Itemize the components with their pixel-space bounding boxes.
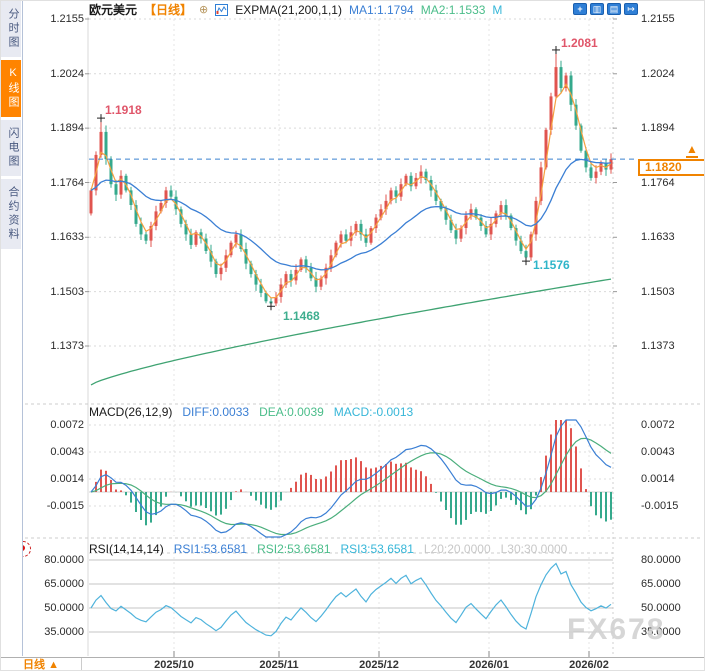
x-axis-date-label: 2025/12 xyxy=(359,659,399,671)
tab-kline-chart[interactable]: K线图 xyxy=(1,60,21,117)
price-label-right: 1.1503 xyxy=(641,285,675,298)
rsi2-value: RSI2:53.6581 xyxy=(257,542,331,556)
price-label-left: 1.2155 xyxy=(50,13,84,25)
price-label-right: 1.2024 xyxy=(641,67,675,80)
macd-label-left: 0.0043 xyxy=(50,446,84,458)
close-panel-icon[interactable] xyxy=(624,3,638,15)
ma1-value: MA1:1.1794 xyxy=(348,2,414,17)
x-axis-date-label: 2026/01 xyxy=(469,659,509,671)
rsi-label-right: 35.0000 xyxy=(641,626,681,638)
rsi-label-left: 80.0000 xyxy=(44,554,84,566)
x-axis-date-label: 2025/11 xyxy=(259,659,299,671)
macd-value: MACD:-0.0013 xyxy=(333,405,414,419)
macd-label-right: 0.0014 xyxy=(641,473,675,485)
scale-box-icon[interactable] xyxy=(590,3,604,15)
high-annotation-2: 1.2081 xyxy=(561,36,598,50)
chart-mode-sidebar: 分时图 K线图 闪电图 合约资料 xyxy=(1,1,23,656)
macd-label-right: 0.0072 xyxy=(641,419,675,431)
add-indicator-icon[interactable]: ⊕ xyxy=(199,4,209,16)
rsi-title: RSI(14,14,14) xyxy=(89,542,164,556)
ma2-value: MA2:1.1533 xyxy=(420,2,486,17)
fx678-watermark: FX678 xyxy=(567,613,666,646)
rsi1-value: RSI1:53.6581 xyxy=(173,542,248,556)
price-label-right: 1.1373 xyxy=(641,340,675,352)
rsi-l30-value: L30:30.0000 xyxy=(500,542,568,556)
macd-label-right: -0.0015 xyxy=(641,500,679,512)
macd-dea-value: DEA:0.0039 xyxy=(259,405,324,419)
rsi-label-left: 65.0000 xyxy=(44,578,84,590)
x-axis-date-label: 2025/10 xyxy=(154,659,194,671)
macd-header: MACD(26,12,9) DIFF:0.0033 DEA:0.0039 MAC… xyxy=(89,405,413,419)
tab-time-chart[interactable]: 分时图 xyxy=(1,1,21,57)
rsi-header: RSI(14,14,14) RSI1:53.6581 RSI2:53.6581 … xyxy=(89,542,567,556)
chart-toolbar xyxy=(573,3,638,15)
rsi-label-right: 80.0000 xyxy=(641,554,681,566)
period-selector[interactable]: 日线 ▲ xyxy=(1,658,82,670)
tab-lightning-chart[interactable]: 闪电图 xyxy=(1,120,21,176)
indicator-panel-icon[interactable] xyxy=(607,3,621,15)
chart-header: 欧元美元 【日线】 ⊕ EXPMA(21,200,1,1) MA1:1.1794… xyxy=(89,2,507,17)
ma3-value: M xyxy=(492,2,503,17)
x-axis-bar xyxy=(1,657,704,670)
indicator-chart-icon xyxy=(215,3,229,16)
price-label-left: 1.2024 xyxy=(50,67,84,80)
macd-diff-value: DIFF:0.0033 xyxy=(182,405,250,419)
macd-label-left: -0.0015 xyxy=(46,500,84,512)
price-marker-arrow-icon xyxy=(686,143,698,158)
rsi3-value: RSI3:53.6581 xyxy=(340,542,414,556)
rsi-label-right: 65.0000 xyxy=(641,578,681,590)
price-label-right: 1.2155 xyxy=(641,13,675,25)
tab-contract-info[interactable]: 合约资料 xyxy=(1,179,21,249)
pan-icon[interactable] xyxy=(573,3,587,15)
price-label-right: 1.1633 xyxy=(641,231,675,244)
price-label-left: 1.1633 xyxy=(50,231,84,244)
indicator-label: EXPMA(21,200,1,1) xyxy=(235,2,342,17)
symbol-name: 欧元美元 xyxy=(89,3,138,17)
macd-label-left: 0.0072 xyxy=(50,419,84,431)
price-label-left: 1.1764 xyxy=(50,176,84,189)
rsi-label-right: 50.0000 xyxy=(641,602,681,614)
low-annotation-2: 1.1576 xyxy=(533,258,570,272)
x-axis-date-label: 2026/02 xyxy=(569,659,609,671)
macd-label-right: 0.0043 xyxy=(641,446,675,458)
macd-label-left: 0.0014 xyxy=(50,473,84,485)
macd-title: MACD(26,12,9) xyxy=(89,405,173,419)
rsi-label-left: 50.0000 xyxy=(44,602,84,614)
rsi-l20-value: L20:20.0000 xyxy=(423,542,491,556)
period-tag[interactable]: 【日线】 xyxy=(144,3,193,17)
price-label-left: 1.1503 xyxy=(50,285,84,298)
high-annotation-1: 1.1918 xyxy=(105,103,142,117)
price-label-left: 1.1894 xyxy=(50,122,84,135)
rsi-label-left: 35.0000 xyxy=(44,626,84,638)
price-label-left: 1.1373 xyxy=(50,340,84,352)
price-label-right: 1.1894 xyxy=(641,122,675,135)
price-label-right: 1.1764 xyxy=(641,176,675,189)
current-price-box: 1.1820 xyxy=(638,159,704,176)
low-annotation-1: 1.1468 xyxy=(283,309,320,323)
